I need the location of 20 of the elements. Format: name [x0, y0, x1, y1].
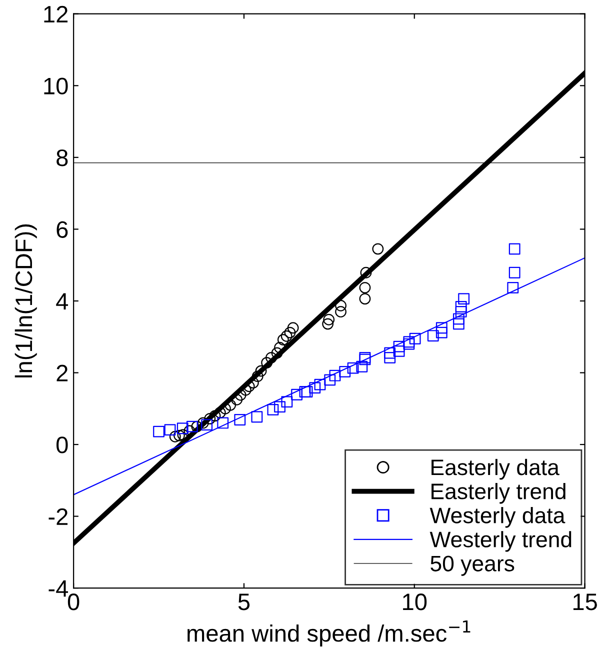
- y-tick-label: 12: [44, 6, 68, 22]
- legend-label: Westerly trend: [430, 531, 572, 552]
- y-axis-title: ln(1/ln(1/CDF)): [14, 224, 37, 378]
- y-tick-label: -2: [48, 508, 68, 525]
- y-tick-label: 8: [56, 149, 68, 166]
- y-tick-label: 2: [56, 364, 68, 382]
- y-tick-label: 6: [56, 221, 68, 238]
- x-axis-title: mean wind speed /m.sec$^{−1}$: [188, 620, 470, 646]
- x-tick-label: 0: [68, 594, 80, 610]
- x-tick-label: 10: [403, 594, 427, 610]
- y-tick-label: -4: [48, 580, 68, 597]
- x-tick-label: 15: [573, 594, 597, 610]
- x-tick-label: 5: [238, 594, 250, 610]
- y-tick-label: 4: [56, 293, 68, 310]
- legend-label: 50 years: [430, 556, 514, 576]
- y-tick-label: 0: [56, 436, 68, 454]
- legend-label: Easterly trend: [432, 482, 566, 504]
- legend-label: Westerly data: [430, 507, 566, 528]
- y-tick-label: 10: [44, 78, 68, 94]
- legend-label: Easterly data: [432, 458, 560, 480]
